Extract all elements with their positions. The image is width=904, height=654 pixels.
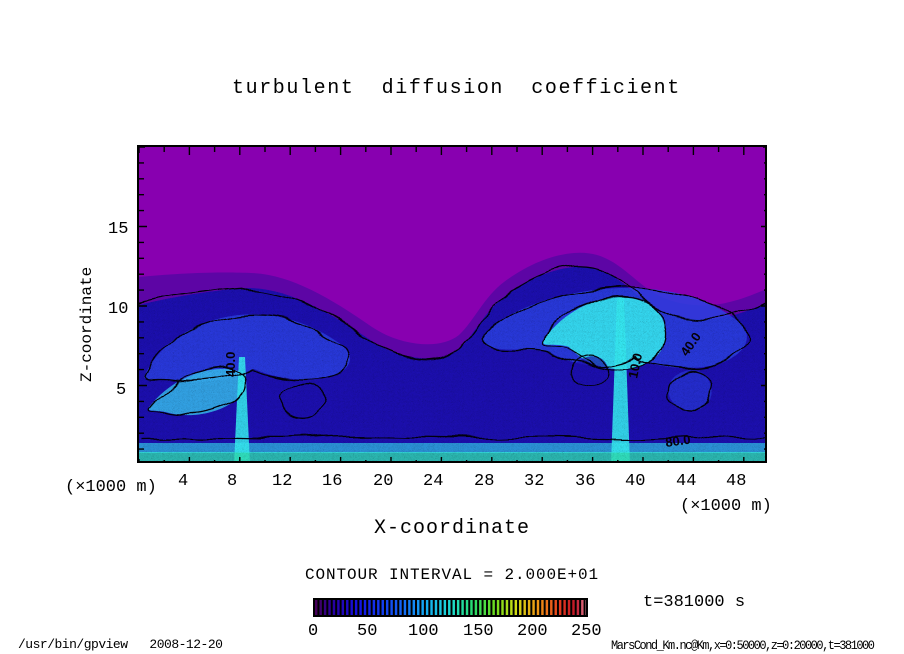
svg-text:40.0: 40.0 [223, 352, 238, 377]
